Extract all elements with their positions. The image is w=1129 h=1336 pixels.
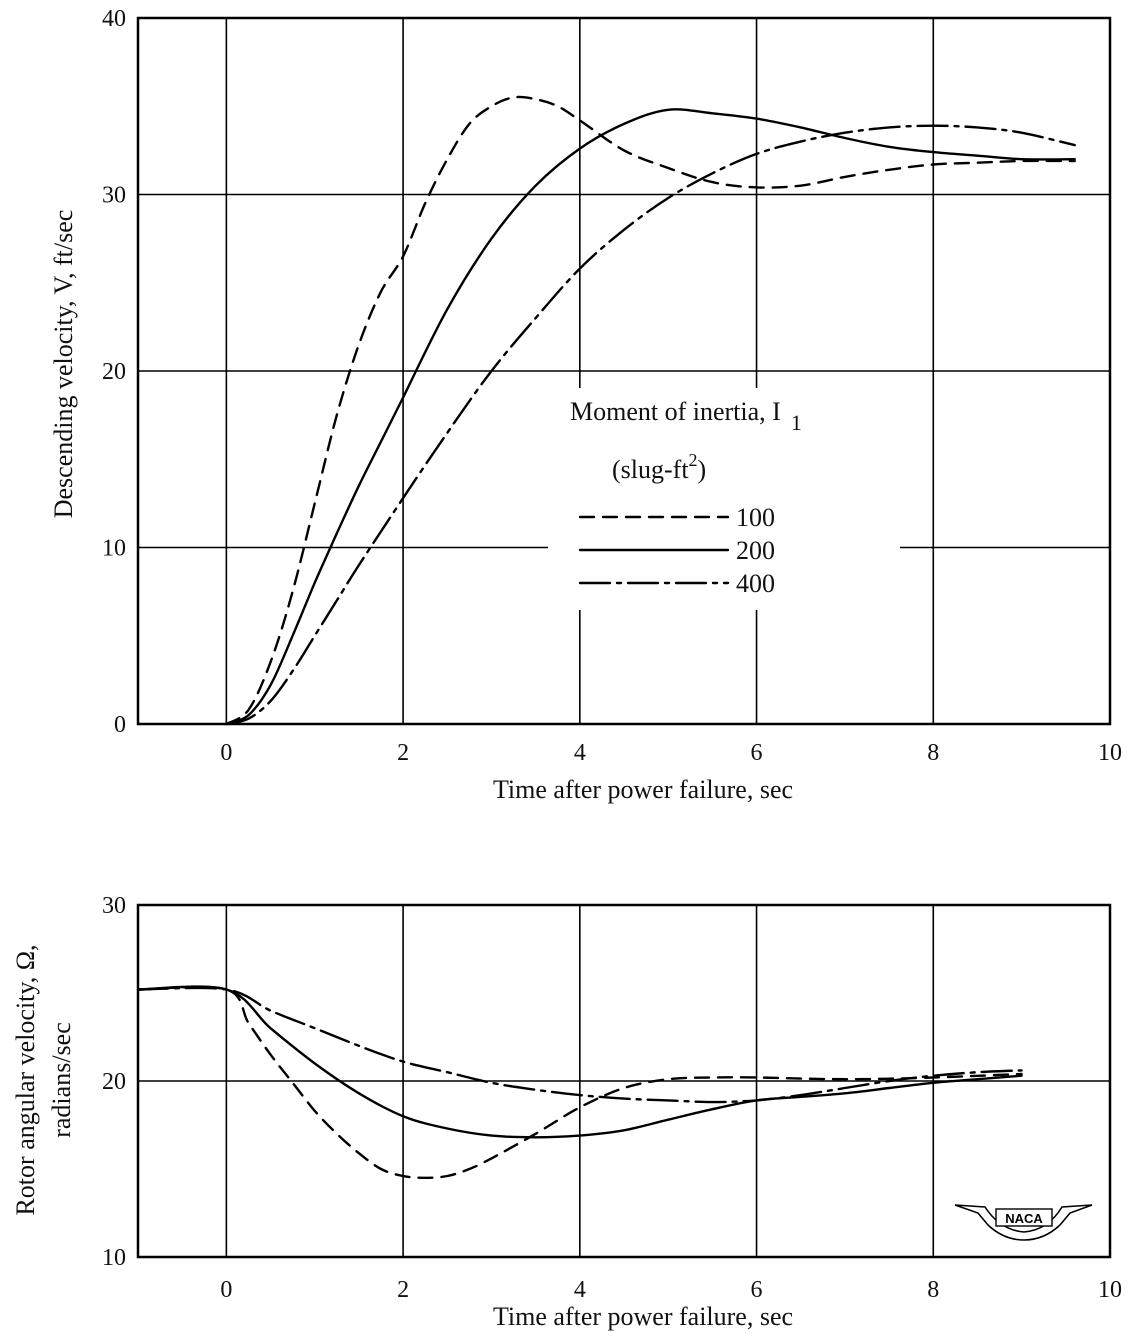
velocity-series-400-line (225, 124, 1076, 726)
velocity-x-tick-label: 8 (927, 740, 939, 766)
rotor-series-100-line (136, 985, 1023, 1179)
rotor-y-tick-label: 30 (102, 893, 126, 919)
rotor-chart-curves (136, 985, 1023, 1179)
naca-wings-icon (954, 1204, 1093, 1241)
velocity-chart-y-ticks: 0 10 20 30 40 (102, 6, 126, 738)
rotor-chart-frame (136, 903, 1112, 1259)
velocity-x-tick-label: 0 (220, 740, 232, 766)
rotor-chart: 10 20 30 0 2 4 6 8 10 Time after power failure,… (11, 893, 1122, 1331)
rotor-chart-x-ticks: 0 2 4 6 8 10 (220, 1277, 1122, 1303)
velocity-x-tick-label: 6 (751, 740, 763, 766)
naca-logo: NACA (954, 1204, 1093, 1241)
rotor-chart-x-label: Time after power failure, sec (493, 1302, 793, 1331)
rotor-x-tick-label: 4 (574, 1277, 586, 1303)
rotor-chart-y-label-line1: Rotor angular velocity, Ω, (11, 944, 40, 1215)
rotor-y-tick-label: 10 (102, 1245, 126, 1271)
rotor-y-tick-label: 20 (102, 1069, 126, 1095)
naca-badge (995, 1208, 1053, 1227)
rotor-x-tick-label: 6 (751, 1277, 763, 1303)
velocity-series-100-line (225, 95, 1076, 726)
velocity-chart-curves (225, 95, 1076, 726)
legend-label-200: 200 (736, 536, 775, 565)
rotor-chart-y-ticks: 10 20 30 (102, 893, 126, 1271)
rotor-x-tick-label: 10 (1098, 1277, 1122, 1303)
rotor-series-200-line (136, 985, 1023, 1139)
rotor-series-400-line (136, 986, 1023, 1104)
velocity-y-tick-label: 30 (102, 183, 126, 209)
legend-background (548, 388, 900, 610)
velocity-y-tick-label: 0 (114, 712, 126, 738)
velocity-chart-x-label: Time after power failure, sec (493, 775, 793, 804)
velocity-chart-frame (136, 16, 1112, 726)
velocity-x-tick-label: 4 (574, 740, 586, 766)
velocity-chart-y-label: Descending velocity, V, ft/sec (49, 210, 78, 519)
velocity-y-tick-label: 10 (102, 536, 126, 562)
rotor-x-tick-label: 8 (927, 1277, 939, 1303)
naca-logo-text: NACA (1005, 1211, 1043, 1226)
legend-label-100: 100 (736, 503, 775, 532)
velocity-chart-x-ticks: 0 2 4 6 8 10 (220, 740, 1122, 766)
velocity-chart: 0 10 20 30 40 0 2 4 6 8 10 Time after power failu… (49, 6, 1122, 804)
velocity-x-tick-label: 10 (1098, 740, 1122, 766)
legend-units: (slug-ft2) (612, 450, 706, 484)
rotor-x-tick-label: 0 (220, 1277, 232, 1303)
rotor-x-tick-label: 2 (397, 1277, 409, 1303)
velocity-y-tick-label: 40 (102, 6, 126, 32)
rotor-chart-y-label-line2: radians/sec (47, 1022, 76, 1138)
velocity-x-tick-label: 2 (397, 740, 409, 766)
legend-label-400: 400 (736, 569, 775, 598)
velocity-y-tick-label: 20 (102, 359, 126, 385)
velocity-series-200-line (225, 108, 1076, 726)
